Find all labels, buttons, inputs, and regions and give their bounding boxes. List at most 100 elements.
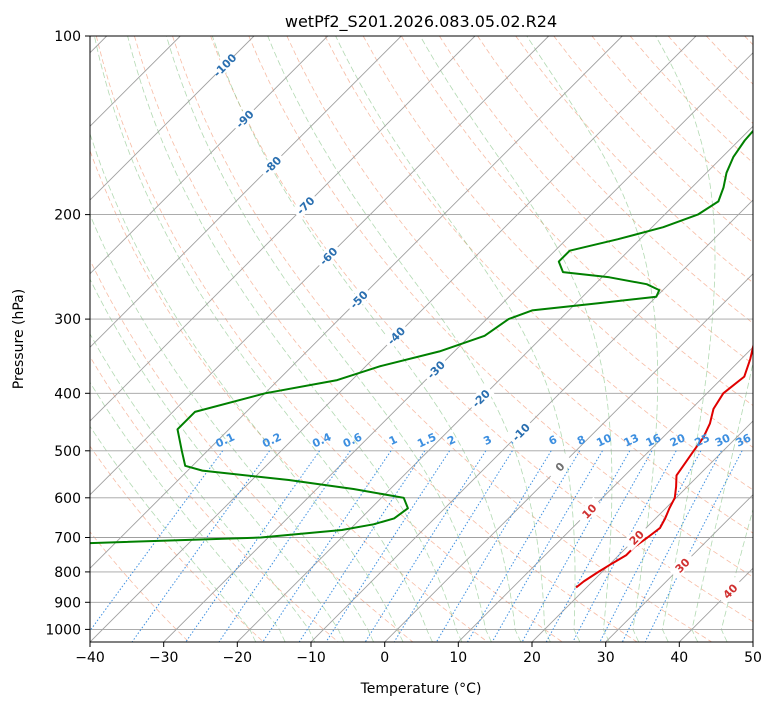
moist-adiabat-line [90,333,316,642]
mixing-ratio-line [298,450,426,642]
isotherm-line [236,125,753,642]
isotherm-label-bg [230,104,259,133]
y-tick-label: 1000 [45,622,81,638]
dry-adiabat-line [324,36,753,491]
isotherm-label-bg [622,523,650,551]
sounding-series [90,129,753,589]
moist-adiabat-line [211,36,522,642]
moist-adiabat-line [90,381,286,642]
isotherm-label-bg [291,191,319,219]
isotherm-line [605,494,753,642]
moist-adiabat-line [127,36,463,642]
isotherm-label-bg [545,452,574,481]
mixing-ratio-line [185,450,321,642]
mixing-ratio-label: 30 [713,431,733,449]
mixing-ratio-line [521,450,631,642]
x-tick-label: 0 [380,650,389,666]
isotherm-label-bg [258,150,286,179]
dry-adiabat-line [477,36,753,324]
x-axis-label: Temperature (°C) [360,681,482,697]
mixing-ratio-label: 10 [594,431,614,449]
isotherm-line [384,273,753,642]
x-tick-label: 50 [744,650,762,666]
moist-adiabat-line [90,213,374,642]
mixing-ratio-line [364,450,487,642]
isotherm-line [90,36,476,422]
isotherm-label-bg [716,577,744,605]
dewpoint-line [90,129,753,545]
isotherm-label-bg [506,417,535,446]
dry-adiabat-line [515,36,753,284]
x-tick-label: 40 [670,650,688,666]
isotherm-line [90,36,623,569]
y-tick-label: 100 [54,29,81,45]
mixing-ratio-line [218,450,351,642]
dry-adiabat-line [90,531,190,642]
x-tick-label: −30 [149,650,179,666]
isotherm-line [90,36,550,496]
chart-title: wetPf2_S201.2026.083.05.02.R24 [285,12,557,32]
x-axis: −40 −30 −20 −10 0 10 20 30 40 50 [75,642,762,666]
isotherm-line [457,346,753,642]
moist-adiabat-line [335,36,581,642]
dry-adiabat-line [90,445,264,642]
mixing-ratio-label: 13 [622,431,641,449]
mixing-ratio-line [599,450,702,642]
mixing-ratio-line [572,450,677,642]
isotherm-label-bg [344,285,373,313]
x-tick-label: 20 [523,650,541,666]
isotherm-line [752,641,753,642]
dry-adiabat-line [210,36,753,623]
dry-adiabat-line [248,36,753,578]
x-tick-label: −10 [296,650,326,666]
y-axis: 100 200 300 400 500 600 700 800 900 1000 [45,29,90,638]
x-tick-label: −20 [223,650,253,666]
y-tick-label: 900 [54,595,81,611]
x-tick-label: −40 [75,650,105,666]
mixing-ratio-line [131,450,271,642]
y-tick-label: 600 [54,491,81,507]
mixing-ratio-line [621,450,722,642]
isotherm-line [310,199,753,642]
y-tick-label: 800 [54,565,81,581]
y-tick-label: 500 [54,444,81,460]
mixing-ratio-line [325,450,451,642]
mixing-ratio-label: 16 [644,431,664,449]
isotherm-label-bg [382,321,410,350]
temperature-line [575,342,753,589]
mixing-ratio-line [545,450,653,642]
isotherm-line [90,36,255,201]
pressure-grid [90,36,753,630]
isotherm-label-bg [314,242,342,270]
background-lines [90,36,753,642]
moist-adiabat-line [166,36,492,642]
mixing-ratio-label: 25 [693,431,712,449]
mixing-ratio-line [393,450,513,642]
mixing-ratio-line [491,450,603,642]
dry-adiabat-line [95,36,563,642]
x-tick-label: 10 [449,650,467,666]
isotherm-line [163,52,753,642]
mixing-ratio-label: 20 [668,431,688,449]
y-tick-label: 200 [54,208,81,224]
isotherm-label-bg [668,551,696,579]
y-axis-label: Pressure (hPa) [11,289,27,389]
moist-adiabat-line [655,36,716,642]
moist-adiabat-line [691,361,753,642]
isotherm-line [90,36,402,348]
dry-adiabat-line [400,36,753,407]
mixing-ratio-label: 36 [734,431,754,449]
moist-adiabat-line [90,278,345,642]
moist-adiabat-line [526,36,659,642]
dry-adiabat-line [90,149,488,642]
mixing-ratio-line [90,450,224,632]
y-tick-label: 400 [54,386,81,402]
plot-frame [89,35,754,643]
dry-adiabat-line [439,36,753,365]
isotherm-label-bg [575,497,603,525]
dry-adiabat-line [90,259,414,642]
x-tick-label: 30 [597,650,615,666]
y-tick-label: 300 [54,312,81,328]
dry-adiabat-line [172,36,712,642]
